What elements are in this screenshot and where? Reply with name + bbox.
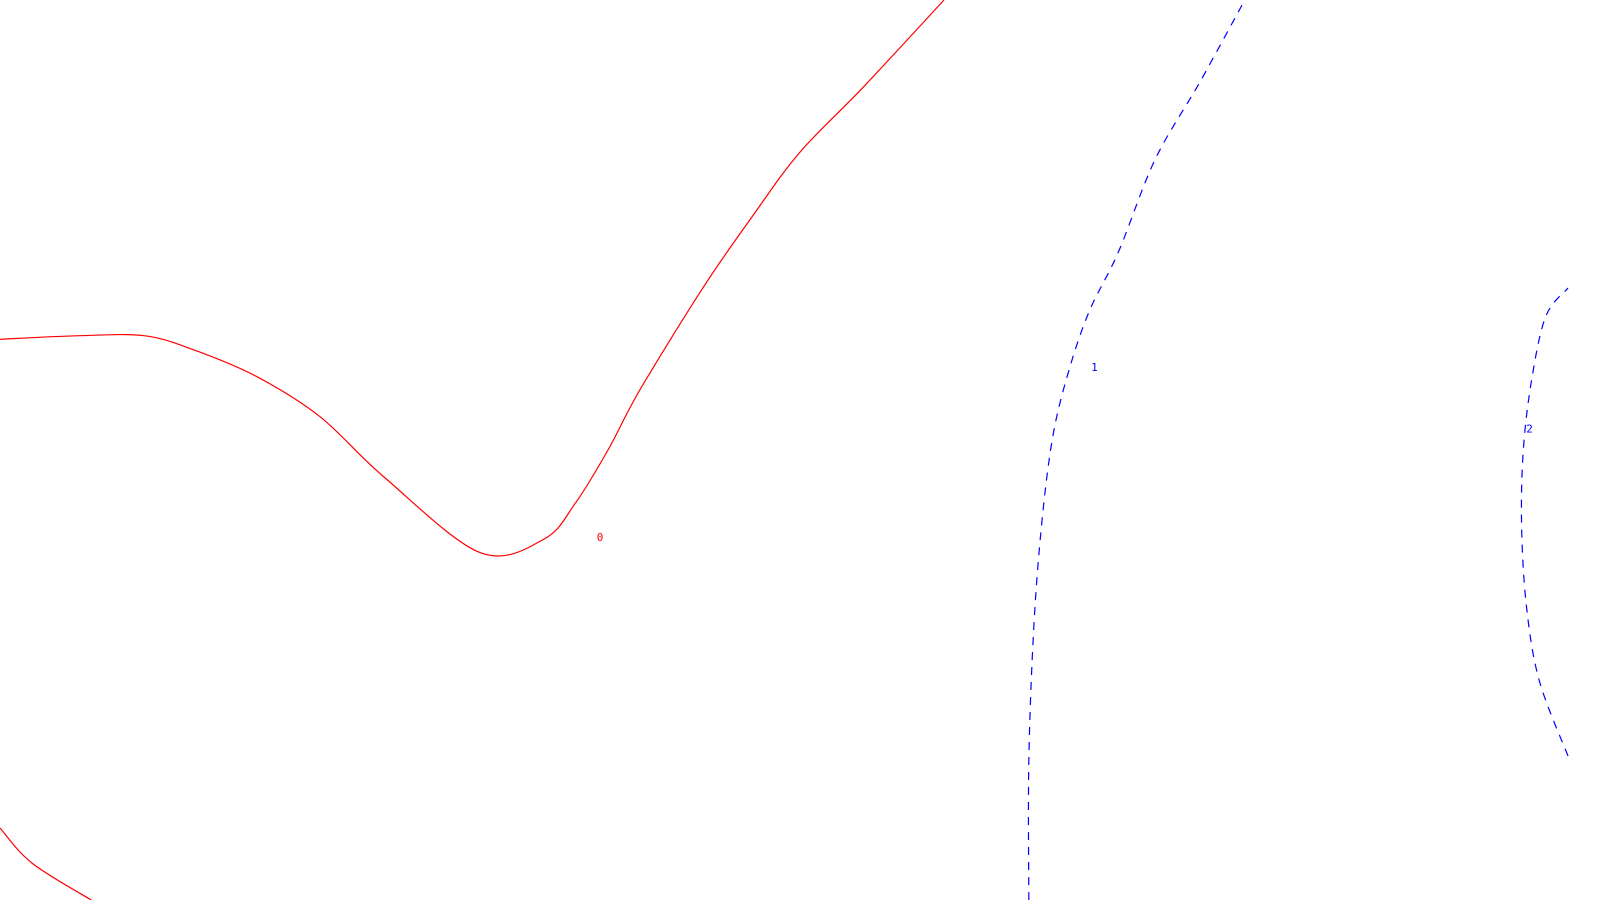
contour-label-2: 2 bbox=[1526, 422, 1533, 435]
contour-line-0-segment-1 bbox=[0, 0, 945, 557]
contour-level-1: 1 bbox=[1027, 0, 1246, 900]
contour-label-0: 0 bbox=[597, 531, 604, 544]
contour-line-1-segment-1 bbox=[1027, 0, 1246, 900]
contour-line-2-segment-1 bbox=[1520, 287, 1569, 757]
contour-label-1: 1 bbox=[1091, 361, 1098, 374]
contour-level-2: 2 bbox=[1520, 287, 1569, 757]
contour-line-0-segment-2 bbox=[0, 827, 92, 900]
contour-level-0: 0 bbox=[0, 0, 945, 900]
